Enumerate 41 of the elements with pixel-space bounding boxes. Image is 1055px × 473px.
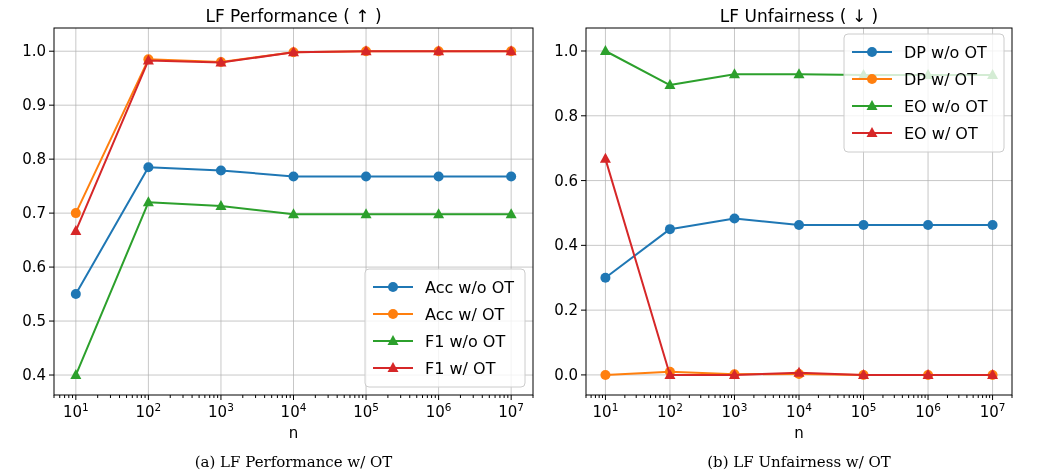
text: (a) LF Performance w/ OT	[194, 453, 393, 471]
x-tick-label: 10$^{1}$	[62, 401, 89, 421]
chart-title: LF Performance ( ↑ )	[205, 6, 382, 26]
y-tick-label: 0.7	[22, 204, 46, 223]
text: (b) LF Unfairness w/ OT	[707, 453, 891, 471]
y-tick-label: 0.8	[22, 150, 46, 169]
x-tick-label: 10$^{3}$	[721, 401, 748, 421]
x-tick-label: 10$^{4}$	[280, 401, 307, 421]
legend-label: DP w/o OT	[904, 43, 987, 62]
y-tick-label: 1.0	[22, 42, 46, 61]
x-tick-label: 10$^{7}$	[979, 401, 1006, 421]
y-tick-label: 0.5	[22, 312, 46, 331]
y-tick-label: 0.8	[554, 106, 578, 125]
y-tick-label: 1.0	[554, 42, 578, 60]
y-tick-label: 0.4	[554, 236, 578, 255]
x-tick-label: 10$^{6}$	[915, 401, 942, 421]
x-tick-label: 10$^{2}$	[657, 401, 683, 421]
legend-label: F1 w/o OT	[425, 332, 506, 351]
legend-label: DP w/ OT	[904, 70, 978, 89]
x-axis-title: n	[288, 424, 299, 442]
legend-label: F1 w/ OT	[425, 359, 496, 378]
legend-label: EO w/o OT	[904, 97, 988, 116]
x-tick-label: 10$^{6}$	[425, 401, 452, 421]
x-tick-label: 10$^{5}$	[353, 401, 379, 421]
x-tick-label: 10$^{1}$	[592, 401, 619, 421]
y-tick-label: 0.0	[554, 365, 578, 384]
y-tick-label: 0.4	[22, 366, 46, 385]
chart-title: LF Unfairness ( ↓ )	[719, 6, 879, 26]
x-tick-label: 10$^{4}$	[786, 401, 813, 421]
legend-label: EO w/ OT	[904, 124, 978, 143]
legend-label: Acc w/o OT	[425, 278, 515, 297]
x-axis-title: n	[794, 424, 804, 442]
y-tick-label: 0.6	[22, 258, 46, 277]
y-tick-label: 0.2	[554, 301, 578, 320]
x-tick-label: 10$^{3}$	[208, 401, 234, 421]
legend-label: Acc w/ OT	[425, 305, 505, 324]
y-tick-label: 0.9	[22, 96, 46, 115]
x-tick-label: 10$^{7}$	[498, 401, 525, 421]
x-tick-label: 10$^{5}$	[850, 401, 877, 421]
x-tick-label: 10$^{2}$	[135, 401, 162, 421]
y-tick-label: 0.6	[554, 171, 578, 190]
